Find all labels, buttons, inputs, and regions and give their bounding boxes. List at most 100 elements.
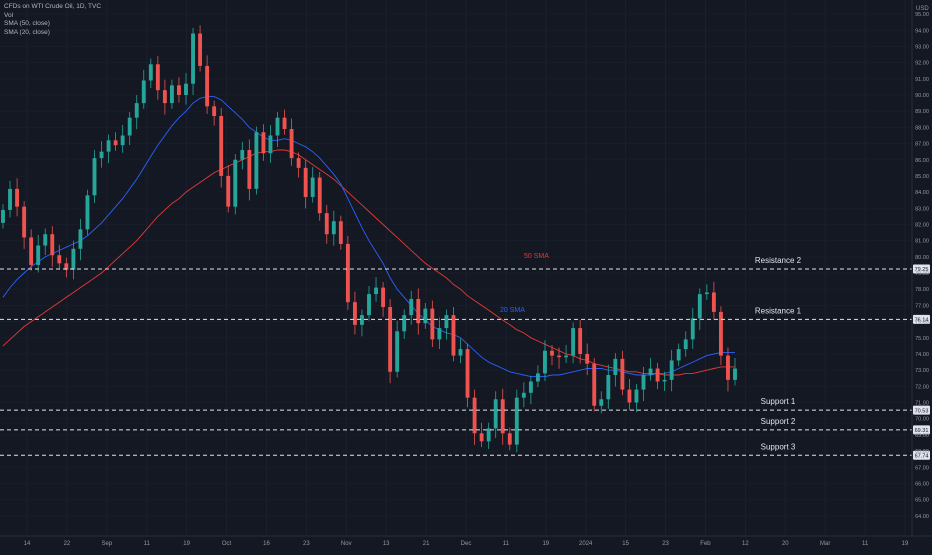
sma50-indicator-label[interactable]: SMA (50, close) xyxy=(4,20,50,27)
candle xyxy=(381,281,386,317)
candle xyxy=(620,350,625,396)
candle-body xyxy=(268,135,273,154)
level-label: Resistance 2 xyxy=(755,256,802,265)
level-resistance-1: Resistance 1 xyxy=(0,306,912,320)
candle-body xyxy=(641,375,646,390)
chart-legend: CFDs on WTI Crude Oil, 1D, TVC Vol SMA (… xyxy=(4,3,101,37)
candle xyxy=(500,388,505,445)
candle-body xyxy=(528,381,533,393)
x-tick-label: 14 xyxy=(24,541,31,547)
candle xyxy=(8,180,12,218)
x-tick-label: 23 xyxy=(662,541,669,547)
candle xyxy=(423,302,428,329)
candle xyxy=(345,235,350,310)
candle-body xyxy=(282,117,287,130)
candle xyxy=(578,319,583,364)
candle xyxy=(437,317,442,349)
price-tag-box xyxy=(913,314,930,324)
volume-indicator-label[interactable]: Vol xyxy=(4,11,14,19)
candle-body xyxy=(338,221,343,244)
candle xyxy=(184,73,188,105)
candle-body xyxy=(36,245,41,265)
candle xyxy=(718,306,723,366)
candle xyxy=(29,229,34,271)
candle-body xyxy=(64,263,69,270)
candle xyxy=(465,343,470,408)
candle xyxy=(634,383,639,413)
candle xyxy=(212,100,217,126)
grid xyxy=(26,0,906,536)
candle-body xyxy=(92,158,97,196)
price-tag: 67.74 xyxy=(913,450,930,460)
level-support-1: Support 1 xyxy=(0,397,912,411)
candle xyxy=(296,152,301,178)
candle-body xyxy=(141,80,146,104)
sma20-indicator-label[interactable]: SMA (20, close) xyxy=(4,28,50,36)
symbol-title[interactable]: CFDs on WTI Crude Oil, 1D, TVC xyxy=(4,3,102,10)
y-tick-label: 74.00 xyxy=(915,352,929,358)
candle xyxy=(599,391,604,414)
candle-body xyxy=(564,355,569,358)
candle xyxy=(395,320,400,378)
candle-body xyxy=(704,292,709,295)
price-tag-box xyxy=(913,425,930,435)
level-label: Support 2 xyxy=(761,417,796,426)
x-tick-label: 13 xyxy=(383,541,390,547)
candle-body xyxy=(184,83,188,96)
x-tick-label: Dec xyxy=(461,541,472,547)
candle xyxy=(648,358,653,381)
candle xyxy=(141,69,146,109)
candle xyxy=(662,371,667,392)
x-tick-label: Feb xyxy=(700,541,711,547)
candle-body xyxy=(634,389,639,403)
candle-body xyxy=(444,315,449,329)
candle xyxy=(550,345,554,366)
candle xyxy=(486,422,491,449)
candle-body xyxy=(423,308,428,324)
candle xyxy=(275,112,280,147)
candle-body xyxy=(177,85,181,96)
candle-body xyxy=(613,358,618,376)
candle-body xyxy=(317,177,322,214)
candle-body xyxy=(683,339,688,350)
candle xyxy=(85,189,90,236)
y-tick-label: 88.00 xyxy=(915,125,929,131)
candle xyxy=(388,298,393,384)
candle-body xyxy=(669,360,674,380)
candle-body xyxy=(360,315,364,325)
y-tick-label: 71.00 xyxy=(915,401,929,407)
price-tag-label: 67.74 xyxy=(915,453,929,459)
candle xyxy=(528,375,533,405)
candle-body xyxy=(219,116,224,176)
level-support-3: Support 3 xyxy=(0,442,912,456)
candle-body xyxy=(543,350,547,374)
y-tick-label: 89.00 xyxy=(915,109,929,115)
candle-body xyxy=(198,33,203,66)
x-tick-label: Sep xyxy=(101,541,112,547)
candle-body xyxy=(226,175,231,207)
candle xyxy=(507,427,512,451)
candle-body xyxy=(148,64,153,81)
candle xyxy=(324,205,329,244)
candle xyxy=(92,150,97,203)
candle xyxy=(402,309,407,339)
price-tag-label: 79.25 xyxy=(915,267,929,273)
candle-body xyxy=(205,65,210,107)
candle-body xyxy=(169,85,174,104)
candle xyxy=(655,362,660,390)
y-tick-label: 67.00 xyxy=(915,465,929,471)
candle-body xyxy=(416,298,421,324)
moving-averages xyxy=(2,96,735,378)
candle-body xyxy=(430,308,435,340)
candle xyxy=(106,134,111,164)
sma20-annotation: 20 SMA xyxy=(500,307,525,314)
price-axis[interactable]: USD 79.25 76.14 70.53 69.31 67.74 64.00 65.00 6… xyxy=(911,0,930,536)
candle xyxy=(219,107,224,188)
candle xyxy=(99,141,104,168)
candle-body xyxy=(711,292,716,312)
y-tick-label: 87.00 xyxy=(915,142,929,148)
candle xyxy=(676,343,681,367)
time-axis[interactable]: 14 22 Sep 11 19 Oct 16 23 Nov 13 21 Dec 11 19 2024 15 23… xyxy=(0,535,932,547)
